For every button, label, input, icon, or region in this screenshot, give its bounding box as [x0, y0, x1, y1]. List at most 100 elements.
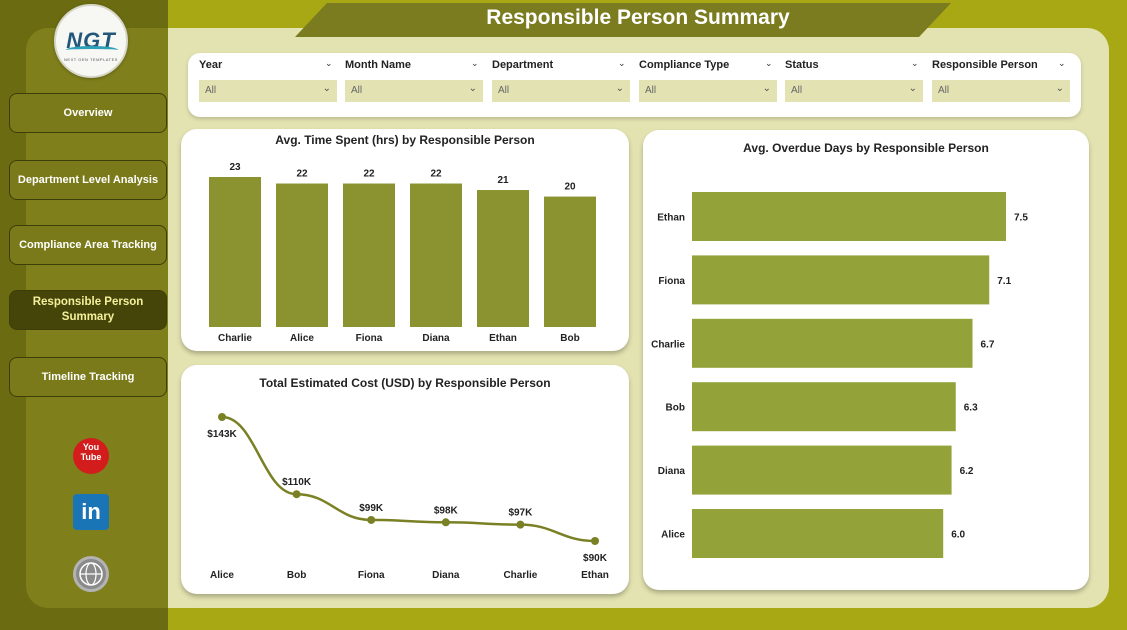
chevron-down-icon[interactable]: ⌄: [908, 83, 917, 94]
bar-value-label: 22: [296, 169, 308, 180]
category-label: Fiona: [658, 276, 685, 287]
bar-value-label: 6.2: [960, 466, 974, 477]
category-label: Charlie: [218, 333, 252, 344]
bar-value-label: 22: [363, 169, 375, 180]
data-point[interactable]: [292, 490, 301, 499]
point-value-label: $98K: [434, 505, 459, 516]
globe-icon: [79, 562, 103, 586]
filter-label: Compliance Type: [639, 59, 730, 71]
data-point[interactable]: [441, 518, 450, 527]
chevron-down-icon[interactable]: ⌄: [471, 58, 479, 68]
bar-value-label: 7.1: [997, 276, 1011, 287]
category-label: Diana: [658, 466, 686, 477]
bar[interactable]: [692, 318, 973, 368]
chevron-down-icon[interactable]: ⌄: [762, 83, 771, 94]
overdue-days-bar-chart: Ethan 7.5 Fiona 7.1 Charlie 6.7 Bob 6.3 Diana 6.2…: [651, 192, 1028, 558]
filter-responsible-person-dropdown[interactable]: All ⌄: [932, 80, 1070, 102]
category-label: Ethan: [489, 333, 517, 344]
chevron-down-icon[interactable]: ⌄: [325, 58, 333, 68]
data-point[interactable]: [516, 520, 525, 529]
logo: NGT NEXT GEN TEMPLATES: [54, 4, 128, 78]
bar[interactable]: [544, 196, 596, 327]
category-label: Diana: [422, 333, 450, 344]
nav-compliance-area-tracking-button[interactable]: Compliance Area Tracking: [9, 225, 167, 265]
nav-department-level-analysis-button[interactable]: Department Level Analysis: [9, 160, 167, 200]
chevron-down-icon[interactable]: ⌄: [911, 58, 919, 68]
point-value-label: $97K: [508, 508, 533, 519]
bar-value-label: 20: [564, 182, 576, 193]
estimated-cost-line-chart: $143K Alice $110K Bob $99K Fiona $98K Diana $97K…: [207, 413, 609, 581]
filter-compliance-type-dropdown[interactable]: All ⌄: [639, 80, 777, 102]
category-label: Alice: [290, 333, 314, 344]
chevron-down-icon[interactable]: ⌄: [1058, 58, 1066, 68]
filter-month-dropdown[interactable]: All ⌄: [345, 80, 483, 102]
bar[interactable]: [692, 255, 990, 305]
youtube-icon[interactable]: You Tube: [73, 438, 109, 474]
category-label: Alice: [661, 530, 685, 541]
youtube-label: You Tube: [80, 442, 102, 462]
point-value-label: $90K: [583, 553, 608, 564]
point-value-label: $143K: [207, 429, 237, 440]
bar[interactable]: [209, 177, 261, 327]
category-label: Fiona: [356, 333, 383, 344]
chevron-down-icon[interactable]: ⌄: [1055, 83, 1064, 94]
linkedin-icon[interactable]: in: [73, 494, 109, 530]
time-spent-bar-chart: 23 Charlie 22 Alice 22 Fiona 22 Diana 21 Ethan 20 B…: [209, 162, 596, 344]
category-label: Bob: [560, 333, 579, 344]
filter-bar: Year ⌄ All ⌄ Month Name ⌄ All ⌄ Department…: [188, 53, 1081, 117]
bar-value-label: 23: [229, 162, 241, 173]
time-spent-chart-card: Avg. Time Spent (hrs) by Responsible Per…: [181, 129, 629, 351]
bar-value-label: 6.7: [981, 339, 995, 350]
bar[interactable]: [692, 509, 944, 558]
category-label: Ethan: [581, 570, 609, 581]
bar[interactable]: [477, 190, 529, 327]
category-label: Bob: [287, 570, 306, 581]
bar-value-label: 22: [430, 169, 442, 180]
page-title: Responsible Person Summary: [486, 6, 790, 29]
chart-title: Total Estimated Cost (USD) by Responsibl…: [259, 376, 551, 390]
chevron-down-icon[interactable]: ⌄: [322, 83, 331, 94]
category-label: Alice: [210, 570, 234, 581]
filter-label: Responsible Person: [932, 59, 1038, 71]
bar-value-label: 7.5: [1014, 213, 1028, 224]
category-label: Diana: [432, 570, 460, 581]
category-label: Fiona: [358, 570, 385, 581]
overdue-days-chart-card: Avg. Overdue Days by Responsible Person …: [643, 130, 1089, 590]
filter-label: Department: [492, 59, 554, 71]
filter-label: Month Name: [345, 59, 411, 71]
category-label: Bob: [666, 403, 685, 414]
chevron-down-icon[interactable]: ⌄: [765, 58, 773, 68]
bar-value-label: 6.3: [964, 403, 978, 414]
bar[interactable]: [276, 183, 328, 327]
nav-overview-button[interactable]: Overview: [9, 93, 167, 133]
series-line: [221, 415, 596, 543]
data-point[interactable]: [591, 537, 599, 545]
bar[interactable]: [410, 183, 462, 327]
filter-label: Year: [199, 59, 223, 71]
nav-timeline-tracking-button[interactable]: Timeline Tracking: [9, 357, 167, 397]
chevron-down-icon[interactable]: ⌄: [618, 58, 626, 68]
filter-label: Status: [785, 59, 819, 71]
filter-value: All: [498, 85, 510, 96]
filter-value: All: [205, 85, 217, 96]
bar[interactable]: [692, 382, 956, 432]
chart-title: Avg. Time Spent (hrs) by Responsible Per…: [275, 133, 535, 147]
estimated-cost-chart-card: Total Estimated Cost (USD) by Responsibl…: [181, 365, 629, 594]
bar[interactable]: [692, 192, 1006, 241]
chevron-down-icon[interactable]: ⌄: [468, 83, 477, 94]
data-point[interactable]: [367, 515, 376, 524]
point-value-label: $99K: [359, 503, 384, 514]
filter-value: All: [351, 85, 363, 96]
bar[interactable]: [343, 183, 395, 327]
website-globe-icon[interactable]: [73, 556, 109, 592]
filter-department-dropdown[interactable]: All ⌄: [492, 80, 630, 102]
chevron-down-icon[interactable]: ⌄: [615, 83, 624, 94]
title-banner: [295, 3, 951, 37]
filter-status-dropdown[interactable]: All ⌄: [785, 80, 923, 102]
chart-title: Avg. Overdue Days by Responsible Person: [743, 141, 989, 155]
filter-year-dropdown[interactable]: All ⌄: [199, 80, 337, 102]
bar[interactable]: [692, 445, 952, 495]
nav-responsible-person-summary-button[interactable]: Responsible Person Summary: [9, 290, 167, 330]
logo-subtext: NEXT GEN TEMPLATES: [64, 57, 118, 62]
data-point[interactable]: [218, 413, 226, 421]
